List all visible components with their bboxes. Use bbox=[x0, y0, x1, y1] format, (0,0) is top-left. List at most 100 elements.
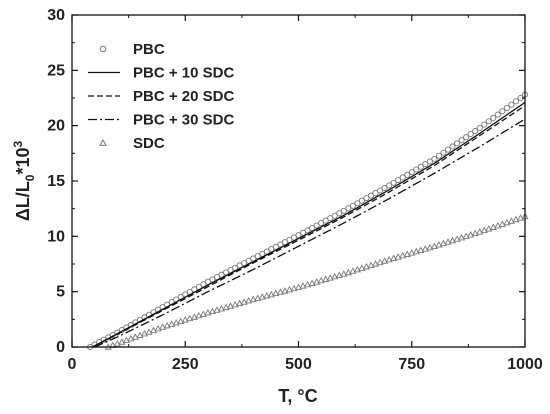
x-axis-title: T, °C bbox=[278, 386, 317, 406]
data-point-sdc bbox=[462, 232, 470, 239]
data-point-sdc bbox=[444, 238, 452, 245]
legend-item-pbc-10-sdc: PBC + 10 SDC bbox=[88, 65, 234, 82]
series-pbc bbox=[87, 91, 529, 351]
y-tick-label: 0 bbox=[56, 339, 65, 356]
data-point-sdc bbox=[168, 320, 176, 327]
data-point-pbc bbox=[431, 155, 438, 162]
data-point-pbc bbox=[458, 137, 465, 144]
data-point-sdc bbox=[236, 299, 244, 307]
data-point-pbc bbox=[503, 104, 510, 112]
data-point-pbc bbox=[322, 217, 329, 224]
data-point-sdc bbox=[217, 304, 226, 312]
data-point-sdc bbox=[503, 218, 511, 226]
series-pbc-10-sdc bbox=[92, 101, 526, 348]
data-point-sdc bbox=[448, 236, 457, 244]
data-point-pbc bbox=[313, 222, 320, 229]
data-point-pbc bbox=[340, 207, 347, 214]
data-point-pbc bbox=[327, 215, 334, 222]
legend-label-pbc-30-sdc: PBC + 30 SDC bbox=[133, 112, 234, 129]
x-tick-label: 0 bbox=[68, 356, 77, 373]
data-point-sdc bbox=[226, 302, 235, 309]
data-point-sdc bbox=[154, 325, 162, 332]
data-point-sdc bbox=[362, 263, 371, 270]
data-point-sdc bbox=[204, 308, 212, 316]
data-point-pbc bbox=[413, 166, 420, 173]
data-point-sdc bbox=[294, 283, 303, 290]
data-point-pbc bbox=[440, 149, 447, 156]
legend-label-pbc-20-sdc: PBC + 20 SDC bbox=[133, 88, 234, 105]
data-point-sdc bbox=[308, 279, 316, 286]
data-point-sdc bbox=[177, 317, 185, 325]
data-point-sdc bbox=[145, 328, 153, 335]
data-point-sdc bbox=[335, 271, 343, 278]
data-point-sdc bbox=[421, 245, 429, 252]
data-point-sdc bbox=[376, 258, 384, 266]
data-point-pbc bbox=[485, 118, 492, 125]
data-point-pbc bbox=[304, 227, 311, 234]
axes: 0 250 500 750 1000 0 5 10 15 20 25 30 bbox=[47, 7, 543, 373]
data-point-sdc bbox=[476, 228, 484, 235]
data-point-sdc bbox=[258, 293, 266, 300]
data-point-pbc bbox=[408, 169, 415, 176]
data-point-pbc bbox=[358, 197, 365, 204]
legend-label-sdc: SDC bbox=[133, 135, 165, 152]
series-sdc bbox=[104, 212, 529, 350]
y-axis-title-subscript: 0 bbox=[23, 174, 37, 181]
data-point-sdc bbox=[122, 336, 130, 344]
legend-item-sdc: SDC bbox=[99, 135, 165, 152]
data-point-sdc bbox=[322, 275, 330, 282]
legend-item-pbc-20-sdc: PBC + 20 SDC bbox=[88, 88, 234, 105]
data-point-sdc bbox=[349, 267, 357, 274]
data-point-sdc bbox=[231, 300, 239, 308]
data-point-pbc bbox=[309, 224, 316, 231]
series-line-pbc-30-sdc bbox=[94, 118, 526, 348]
data-point-sdc bbox=[489, 223, 497, 230]
data-point-sdc bbox=[303, 280, 312, 288]
data-point-sdc bbox=[276, 288, 284, 295]
data-point-sdc bbox=[118, 338, 126, 345]
data-point-pbc bbox=[399, 174, 406, 181]
data-point-sdc bbox=[159, 323, 167, 330]
data-point-pbc bbox=[494, 111, 501, 118]
data-point-sdc bbox=[163, 321, 171, 329]
plot-area bbox=[87, 91, 529, 351]
data-point-sdc bbox=[263, 292, 271, 299]
data-point-sdc bbox=[281, 287, 289, 294]
data-point-sdc bbox=[208, 307, 216, 315]
data-point-pbc bbox=[318, 220, 325, 227]
data-point-sdc bbox=[195, 311, 203, 319]
data-point-sdc bbox=[381, 257, 389, 264]
data-point-sdc bbox=[113, 339, 121, 347]
x-tick-label: 500 bbox=[285, 356, 312, 373]
data-point-pbc bbox=[499, 108, 506, 115]
data-point-pbc bbox=[417, 163, 424, 170]
data-point-sdc bbox=[136, 331, 144, 339]
data-point-pbc bbox=[453, 140, 461, 147]
data-point-sdc bbox=[467, 231, 475, 238]
y-axis-title-superscript: 3 bbox=[11, 141, 25, 148]
data-point-sdc bbox=[149, 326, 158, 334]
x-tick-label: 750 bbox=[398, 356, 425, 373]
data-point-sdc bbox=[430, 242, 438, 249]
data-point-sdc bbox=[516, 214, 525, 221]
data-point-pbc bbox=[490, 114, 497, 121]
legend-label-pbc-10-sdc: PBC + 10 SDC bbox=[133, 65, 234, 82]
y-tick-label: 5 bbox=[56, 284, 65, 301]
data-point-sdc bbox=[131, 333, 139, 340]
data-point-pbc bbox=[395, 177, 402, 184]
data-point-sdc bbox=[140, 329, 149, 337]
data-point-sdc bbox=[240, 298, 248, 305]
series-pbc-30-sdc bbox=[94, 118, 526, 348]
data-point-pbc bbox=[444, 146, 452, 153]
data-point-sdc bbox=[317, 276, 325, 284]
data-point-pbc bbox=[404, 171, 411, 178]
data-point-pbc bbox=[426, 158, 433, 165]
data-point-sdc bbox=[127, 334, 135, 342]
data-point-sdc bbox=[385, 255, 393, 263]
data-point-sdc bbox=[172, 319, 180, 326]
data-point-sdc bbox=[181, 316, 189, 323]
data-point-sdc bbox=[358, 264, 366, 271]
data-point-pbc bbox=[331, 212, 338, 219]
data-point-sdc bbox=[222, 303, 230, 311]
